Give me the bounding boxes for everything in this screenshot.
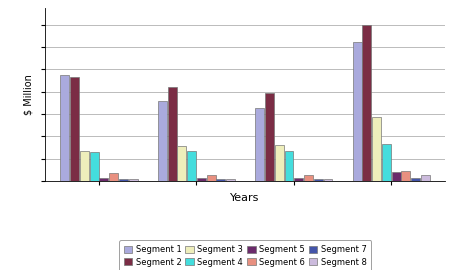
Bar [207,175,216,181]
Bar [158,101,167,181]
Bar [294,178,303,181]
Bar [324,179,332,181]
Bar [187,151,196,181]
Bar [353,42,362,181]
Bar [109,173,118,181]
Bar [119,179,128,181]
Bar [60,75,69,181]
Bar [372,117,381,181]
Bar [401,171,410,181]
Legend: Segment 1, Segment 2, Segment 3, Segment 4, Segment 5, Segment 6, Segment 7, Seg: Segment 1, Segment 2, Segment 3, Segment… [119,240,371,270]
Bar [362,25,371,181]
Bar [421,175,430,181]
Bar [265,93,274,181]
Bar [168,87,177,181]
Bar [197,178,206,181]
Bar [285,151,293,181]
X-axis label: Years: Years [231,193,260,203]
Bar [314,179,323,181]
Bar [392,172,401,181]
Bar [216,179,225,181]
Bar [70,77,79,181]
Bar [255,109,264,181]
Bar [275,145,284,181]
Bar [226,179,235,181]
Bar [80,151,89,181]
Bar [382,144,391,181]
Bar [128,179,138,181]
Bar [411,178,420,181]
Bar [178,146,186,181]
Bar [89,152,99,181]
Bar [99,178,109,181]
Y-axis label: $ Million: $ Million [24,74,34,115]
Bar [304,175,313,181]
